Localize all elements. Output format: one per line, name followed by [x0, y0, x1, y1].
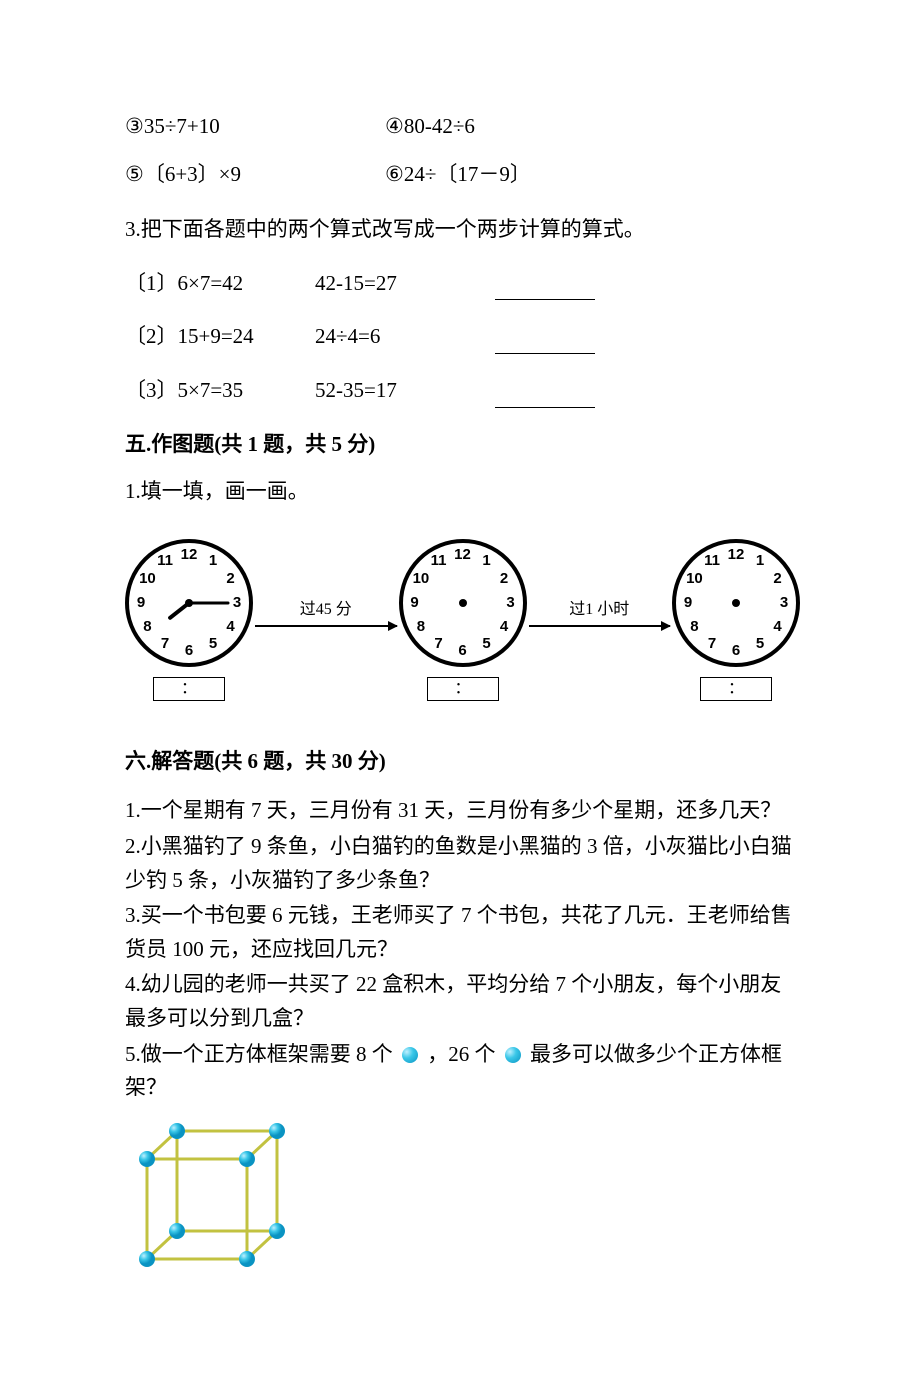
sec6-q2: 2.小黑猫钓了 9 条鱼，小白猫钓的鱼数是小黑猫的 3 倍，小灰猫比小白猫少钓 …: [125, 830, 800, 897]
q3-1-blank: [495, 297, 595, 300]
cube-svg: [127, 1119, 287, 1279]
sec6-q4: 4.幼儿园的老师一共买了 22 盒积木，平均分给 7 个小朋友，每个小朋友最多可…: [125, 968, 800, 1035]
section-6-questions: 1.一个星期有 7 天，三月份有 31 天，三月份有多少个星期，还多几天？ 2.…: [125, 794, 800, 1104]
cube-diagram: [127, 1119, 800, 1290]
arrow-1-label: 过45 分: [300, 597, 352, 623]
section-6-heading: 六.解答题(共 6 题，共 30 分): [125, 745, 800, 779]
hour-hand: [167, 601, 190, 620]
sec6-q1: 1.一个星期有 7 天，三月份有 31 天，三月份有多少个星期，还多几天？: [125, 794, 800, 828]
worksheet-page: ③35÷7+10 ④80-42÷6 ⑤〔6+3〕×9 ⑥24÷〔17－9〕 3.…: [0, 0, 920, 1389]
q3-intro: 3.把下面各题中的两个算式改写成一个两步计算的算式。: [125, 213, 800, 247]
q3-3-b: 52-35=17: [315, 374, 495, 408]
q3-1-b: 42-15=27: [315, 267, 495, 301]
q3-row-2: 〔2〕15+9=24 24÷4=6: [125, 320, 800, 354]
sec6-q5-a: 5.做一个正方体框架需要 8 个: [125, 1042, 393, 1066]
arrow-2-label: 过1 小时: [569, 597, 629, 623]
expr-3: ③35÷7+10: [125, 110, 385, 144]
arrow-2: 过1 小时: [527, 597, 673, 627]
timebox-1: ：: [153, 677, 225, 701]
sec6-q5: 5.做一个正方体框架需要 8 个 ，26 个 最多可以做多少个正方体框架？: [125, 1038, 800, 1105]
q3-1-a: 〔1〕6×7=42: [125, 267, 315, 301]
sec6-q5-b: ，26 个: [427, 1042, 495, 1066]
sec5-q1: 1.填一填，画一画。: [125, 475, 800, 509]
arrow-line-icon: [529, 625, 671, 627]
expr-row-2: ⑤〔6+3〕×9 ⑥24÷〔17－9〕: [125, 158, 800, 192]
clock-2-box: 123456789101112 ：: [399, 539, 527, 701]
timebox-3: ：: [700, 677, 772, 701]
section-5-heading: 五.作图题(共 1 题，共 5 分): [125, 428, 800, 462]
clock-center-dot: [732, 599, 740, 607]
clock-1-box: 123456789101112 ：: [125, 539, 253, 701]
arrow-1: 过45 分: [253, 597, 399, 627]
expr-row-1: ③35÷7+10 ④80-42÷6: [125, 110, 800, 144]
expr-6: ⑥24÷〔17－9〕: [385, 158, 800, 192]
clock-3-box: 123456789101112 ：: [672, 539, 800, 701]
q3-row-3: 〔3〕5×7=35 52-35=17: [125, 374, 800, 408]
q3-2-b: 24÷4=6: [315, 320, 495, 354]
expr-5: ⑤〔6+3〕×9: [125, 158, 385, 192]
clock-face-3: 123456789101112: [672, 539, 800, 667]
q3-2-a: 〔2〕15+9=24: [125, 320, 315, 354]
clock-face-1: 123456789101112: [125, 539, 253, 667]
minute-hand: [189, 601, 229, 604]
clock-center-dot: [459, 599, 467, 607]
clock-face-2: 123456789101112: [399, 539, 527, 667]
expr-4: ④80-42÷6: [385, 110, 800, 144]
ball-icon: [505, 1047, 521, 1063]
q3-row-1: 〔1〕6×7=42 42-15=27: [125, 267, 800, 301]
q3-2-blank: [495, 351, 595, 354]
arrow-line-icon: [255, 625, 397, 627]
sec6-q3: 3.买一个书包要 6 元钱，王老师买了 7 个书包，共花了几元．王老师给售货员 …: [125, 899, 800, 966]
clocks-diagram: 123456789101112 ： 过45 分 123456789101112 …: [125, 539, 800, 701]
q3-3-a: 〔3〕5×7=35: [125, 374, 315, 408]
timebox-2: ：: [427, 677, 499, 701]
ball-icon: [402, 1047, 418, 1063]
q3-3-blank: [495, 405, 595, 408]
